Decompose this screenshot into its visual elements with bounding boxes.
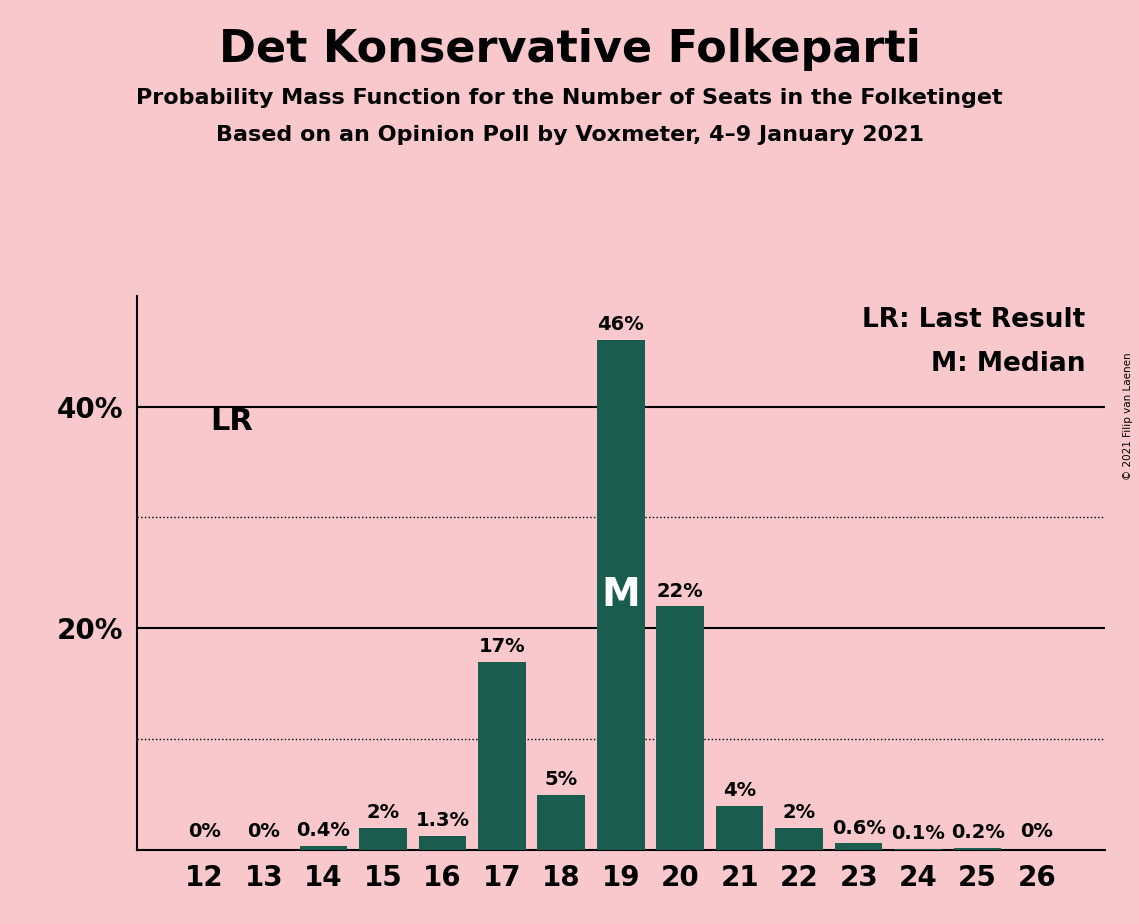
Text: M: M <box>601 576 640 614</box>
Text: Based on an Opinion Poll by Voxmeter, 4–9 January 2021: Based on an Opinion Poll by Voxmeter, 4–… <box>215 125 924 145</box>
Bar <box>835 844 883 850</box>
Bar <box>597 340 645 850</box>
Bar <box>716 806 763 850</box>
Text: 1.3%: 1.3% <box>416 811 469 830</box>
Text: 17%: 17% <box>478 637 525 656</box>
Text: 4%: 4% <box>723 781 756 800</box>
Bar <box>894 849 942 850</box>
Text: 0.2%: 0.2% <box>951 823 1005 843</box>
Text: 5%: 5% <box>544 770 577 789</box>
Text: 0.1%: 0.1% <box>891 824 945 844</box>
Text: © 2021 Filip van Laenen: © 2021 Filip van Laenen <box>1123 352 1133 480</box>
Bar <box>359 828 407 850</box>
Text: 0.4%: 0.4% <box>296 821 351 840</box>
Text: 46%: 46% <box>597 315 645 334</box>
Bar <box>478 662 525 850</box>
Text: LR: LR <box>211 407 253 435</box>
Text: 22%: 22% <box>657 581 704 601</box>
Bar <box>300 845 347 850</box>
Text: 0%: 0% <box>247 822 280 841</box>
Bar <box>953 848 1001 850</box>
Text: 0%: 0% <box>188 822 221 841</box>
Bar <box>418 835 466 850</box>
Bar <box>776 828 823 850</box>
Bar <box>656 606 704 850</box>
Text: 0%: 0% <box>1021 822 1054 841</box>
Text: LR: Last Result: LR: Last Result <box>862 307 1085 333</box>
Text: Probability Mass Function for the Number of Seats in the Folketinget: Probability Mass Function for the Number… <box>137 88 1002 108</box>
Text: 2%: 2% <box>782 803 816 822</box>
Text: M: Median: M: Median <box>931 351 1085 377</box>
Text: 2%: 2% <box>367 803 400 822</box>
Text: Det Konservative Folkeparti: Det Konservative Folkeparti <box>219 28 920 71</box>
Text: 0.6%: 0.6% <box>831 819 885 838</box>
Bar <box>538 795 585 850</box>
